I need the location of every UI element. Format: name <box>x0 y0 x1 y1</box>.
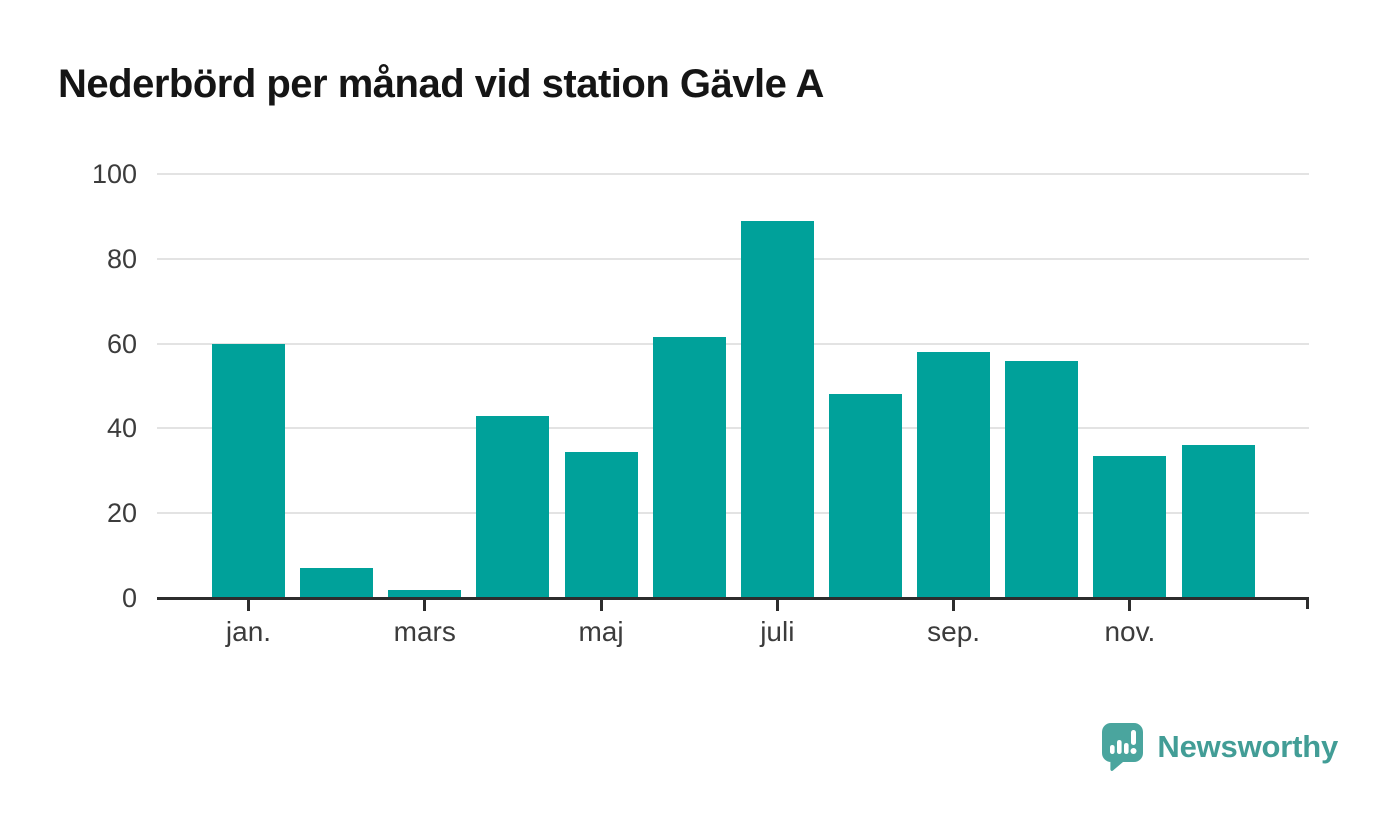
bar-month-4 <box>476 415 550 598</box>
y-axis-tick-label: 20 <box>106 498 137 529</box>
bar-month-6 <box>652 337 726 598</box>
bar-month-8 <box>828 394 902 598</box>
x-axis-line <box>157 597 1309 600</box>
x-axis-tick <box>599 598 603 611</box>
bar-month-11 <box>1093 455 1167 598</box>
gridline-20 <box>157 512 1309 515</box>
gridline-60 <box>157 342 1309 345</box>
y-axis-tick-label: 40 <box>106 413 137 444</box>
bar-month-7 <box>740 220 814 598</box>
footer-logo: Newsworthy <box>1101 722 1338 771</box>
y-axis-tick-label: 60 <box>106 328 137 359</box>
gridline-100 <box>157 173 1309 175</box>
x-axis-tick <box>775 598 779 611</box>
x-axis-tick <box>247 598 250 611</box>
gridline-40 <box>157 427 1309 430</box>
x-axis-tick <box>952 598 956 611</box>
y-axis-tick-label: 80 <box>106 243 137 274</box>
x-axis-tick-label: sep. <box>927 616 981 647</box>
newsworthy-logo-text: Newsworthy <box>1157 728 1338 764</box>
bar-month-9 <box>917 352 991 598</box>
bar-month-1 <box>212 343 285 598</box>
x-axis-tick <box>1128 598 1132 611</box>
newsworthy-logo-icon <box>1101 722 1144 771</box>
x-axis-tick-label: jan. <box>225 616 272 647</box>
x-axis-end-cap <box>1306 598 1309 609</box>
x-axis-tick-label: mars <box>393 616 456 647</box>
bar-month-5 <box>564 451 638 598</box>
bar-month-3 <box>388 589 462 598</box>
x-axis-tick-label: nov. <box>1104 616 1156 647</box>
bar-month-10 <box>1005 360 1079 598</box>
x-axis-tick-label: juli <box>760 616 795 647</box>
chart-title: Nederbörd per månad vid station Gävle A <box>58 62 824 106</box>
x-axis-tick <box>423 598 427 611</box>
y-axis-tick-label: 0 <box>121 583 137 613</box>
bar-month-2 <box>300 568 374 598</box>
y-axis-tick-label: 100 <box>91 159 137 189</box>
gridline-80 <box>157 257 1309 260</box>
bar-month-12 <box>1181 445 1255 598</box>
x-axis-tick-label: maj <box>578 616 624 647</box>
